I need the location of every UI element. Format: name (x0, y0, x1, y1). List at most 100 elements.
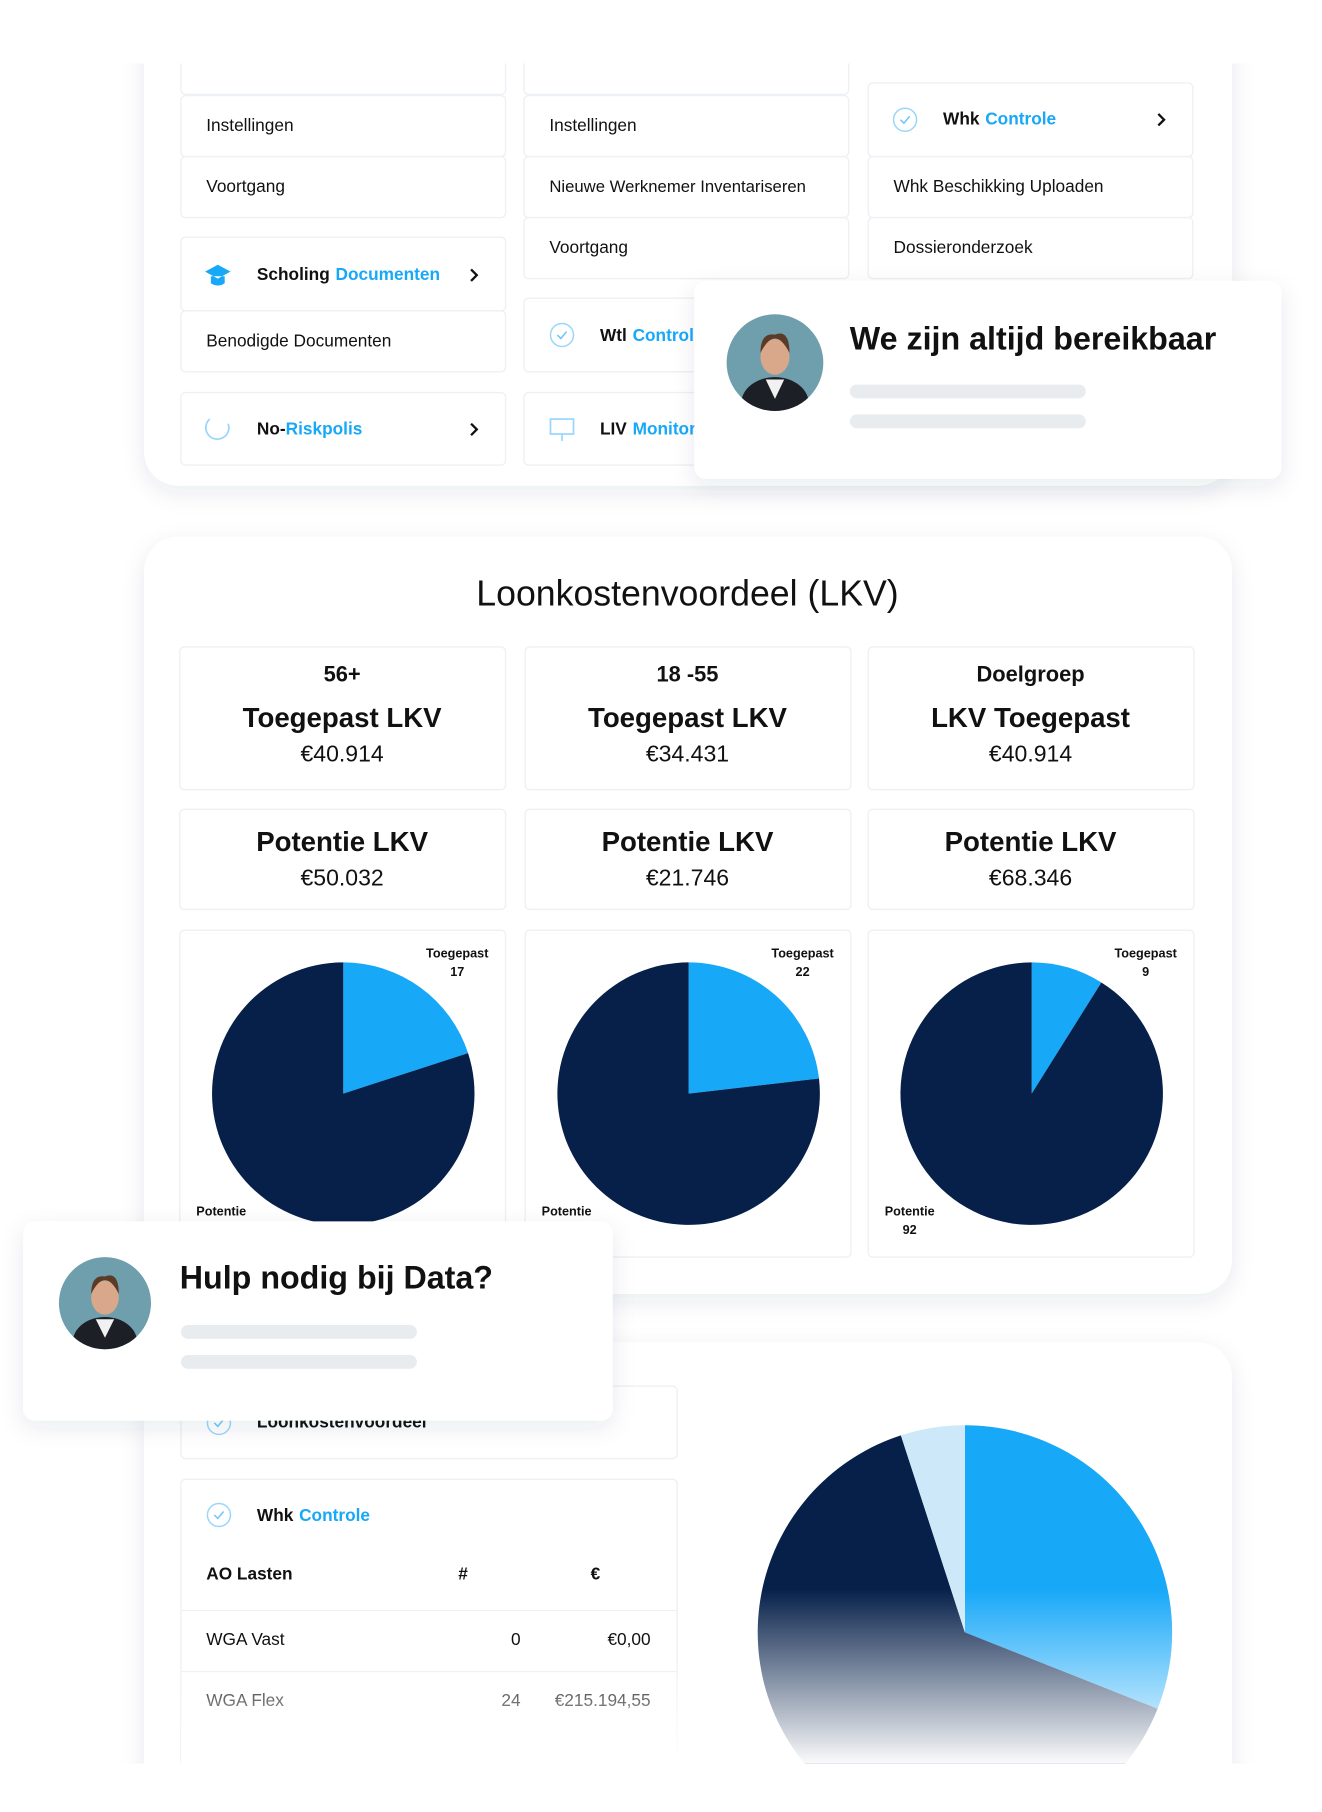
cap-icon (205, 264, 231, 286)
placeholder-bar (849, 414, 1086, 429)
heading-bold: Whk (943, 108, 980, 128)
check-icon (549, 322, 575, 348)
heading-accent: Monitor (633, 418, 697, 438)
table-header: # (458, 1563, 468, 1583)
card-heading: Whk Controle (943, 108, 1056, 128)
heading-bold: Wtl (600, 325, 627, 345)
card (867, 808, 1195, 911)
avatar-hair (91, 1275, 119, 1294)
pie-slice (343, 962, 469, 1094)
row-label: Benodigde Documenten (206, 330, 391, 350)
refresh-icon (205, 418, 230, 441)
heading-accent: Controle (299, 1505, 370, 1525)
card-heading: Scholing Documenten (257, 264, 440, 284)
avatar-figure (741, 333, 809, 411)
row-label: Voortgang (206, 176, 285, 196)
table-header: € (591, 1563, 601, 1583)
pie-slice (900, 962, 1163, 1225)
support-title: Hulp nodig bij Data? (180, 1260, 493, 1296)
heading-accent: Controle (985, 108, 1056, 128)
check-icon (206, 1502, 232, 1528)
card-heading: LIV Monitor (600, 418, 696, 438)
pie-slice (557, 962, 820, 1225)
applied-value: €40.914 (301, 740, 384, 766)
card-heading: Whk Controle (257, 1505, 370, 1525)
slice-value: 17 (450, 965, 464, 979)
card (180, 63, 507, 96)
potential-title: Potentie LKV (602, 826, 774, 857)
slice-value: 9 (1142, 965, 1149, 979)
applied-value: €40.914 (989, 740, 1072, 766)
chevron (470, 268, 479, 282)
card-heading: Wtl Controle (600, 325, 704, 345)
row-label: Whk Beschikking Uploaden (894, 176, 1104, 196)
chevron (1157, 113, 1166, 127)
avatar-shirt (765, 379, 785, 399)
card-heading: No-Riskpolis (257, 418, 362, 438)
card (180, 155, 507, 219)
applied-title: LKV Toegepast (931, 702, 1130, 733)
potential-value: €50.032 (301, 865, 384, 891)
table-cell: 0 (511, 1629, 521, 1649)
heading-accent: Riskpolis (286, 418, 363, 438)
support-card (23, 1221, 613, 1421)
slice-label: Toegepast (1114, 947, 1177, 961)
potential-title: Potentie LKV (256, 826, 428, 857)
placeholder-bar (180, 1325, 417, 1339)
potential-value: €21.746 (646, 865, 729, 891)
section-title: Loonkostenvoordeel (LKV) (476, 574, 898, 614)
slice-value: 22 (796, 965, 810, 979)
card (523, 63, 850, 96)
content: Instellingen Voortgang Scholing Documenten B… (144, 63, 1232, 1764)
fade (748, 1588, 1186, 1764)
pie-slice (900, 1425, 965, 1633)
table-cell: €0,00 (607, 1629, 650, 1649)
card (179, 808, 507, 911)
check-mark (213, 1418, 225, 1428)
card (524, 646, 852, 791)
slice-label: Potentie (542, 1205, 592, 1219)
row-label: Voortgang (549, 237, 628, 257)
card (867, 216, 1194, 280)
card (867, 646, 1195, 791)
card (180, 310, 507, 373)
heading-bold: Whk (257, 1505, 294, 1525)
heading-bold: LIV (600, 418, 627, 438)
group-label: Doelgroep (976, 662, 1084, 687)
heading-bold: Scholing (257, 264, 330, 284)
group-label: 56+ (324, 662, 361, 687)
check-mark (213, 1511, 225, 1520)
card (179, 646, 507, 791)
avatar-head (91, 1280, 119, 1315)
card (180, 391, 507, 466)
applied-title: Toegepast LKV (243, 702, 442, 733)
slice-label: Toegepast (426, 947, 489, 961)
support-card (694, 280, 1282, 479)
avatar-shirt (95, 1319, 115, 1338)
fade (180, 1657, 682, 1764)
pie-slice (212, 962, 475, 1225)
heading-accent: Controle (633, 325, 704, 345)
avatar-figure (72, 1275, 138, 1350)
avatar-body (741, 377, 809, 411)
slice-value: 92 (903, 1223, 917, 1237)
card (523, 216, 850, 280)
slice-label: Potentie (196, 1205, 246, 1219)
slice-label: Toegepast (771, 947, 834, 961)
potential-value: €68.346 (989, 865, 1072, 891)
potential-title: Potentie LKV (945, 826, 1117, 857)
heading-bold: No- (257, 418, 286, 438)
check-mark (899, 115, 911, 125)
pie-slice (688, 962, 819, 1094)
support-title: We zijn altijd bereikbaar (850, 320, 1217, 356)
placeholder-bar (849, 384, 1086, 399)
pie-slice (1031, 962, 1102, 1094)
table-cell: WGA Vast (206, 1629, 284, 1649)
overlays: We zijn altijd bereikbaar Hulp nodig bij … (23, 280, 1282, 1421)
applied-title: Toegepast LKV (588, 702, 787, 733)
avatar-hair (760, 333, 790, 353)
card (524, 808, 852, 911)
slice-label: Potentie (885, 1205, 935, 1219)
placeholder-bar (180, 1354, 417, 1369)
